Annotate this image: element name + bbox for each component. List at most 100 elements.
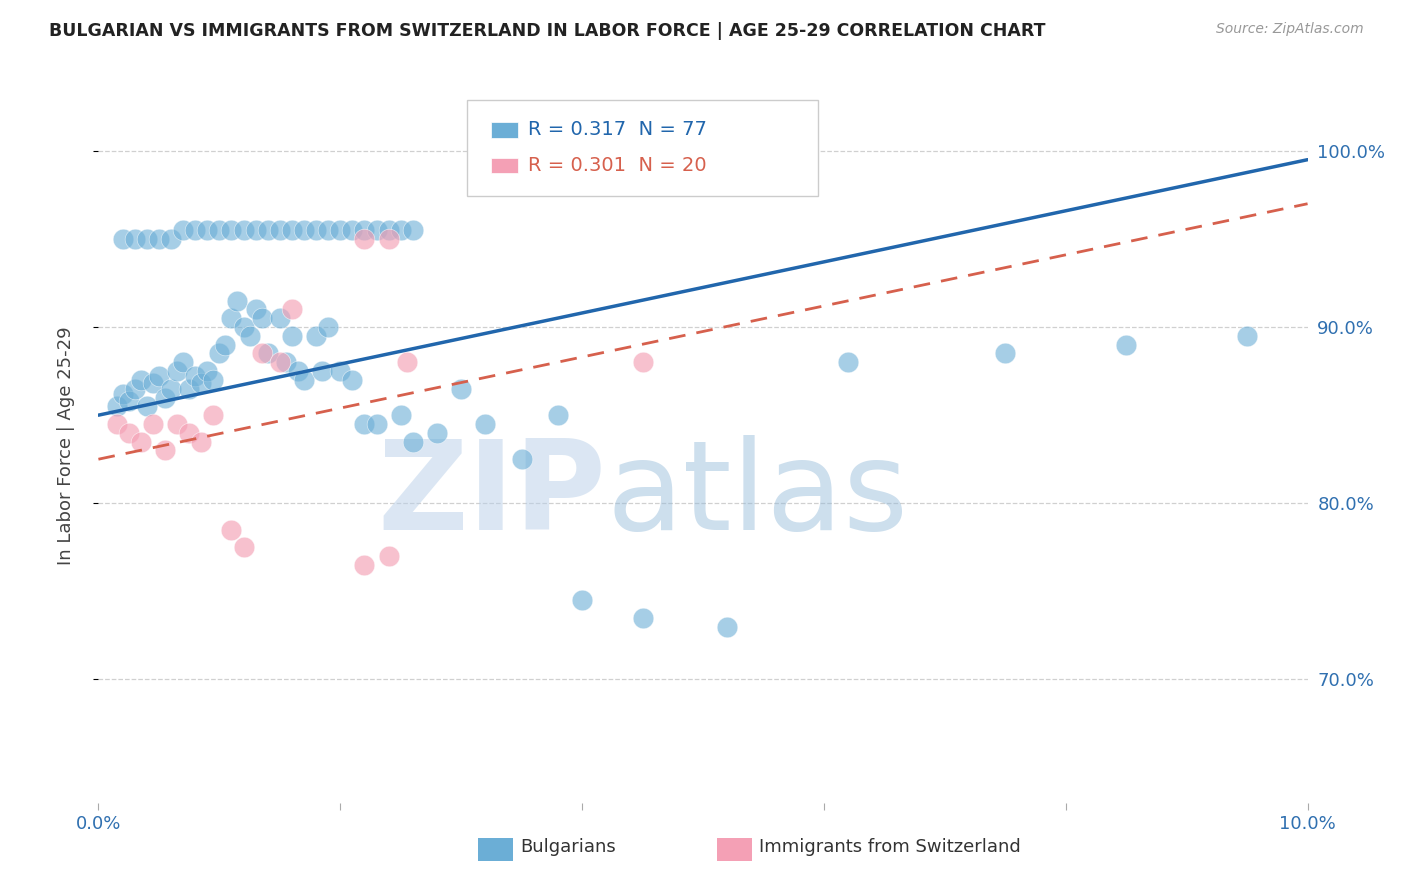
Point [353, 223, 375, 237]
Point [111, 387, 134, 401]
Point [402, 434, 425, 449]
Point [221, 223, 243, 237]
Point [250, 311, 273, 326]
Point [311, 364, 333, 378]
Point [631, 355, 654, 369]
Point [239, 329, 262, 343]
FancyBboxPatch shape [492, 122, 517, 137]
Point [353, 417, 375, 431]
Point [184, 369, 207, 384]
Point [305, 223, 328, 237]
Point [226, 293, 249, 308]
Point [166, 364, 188, 378]
Point [202, 408, 225, 422]
Point [221, 523, 243, 537]
Point [232, 320, 254, 334]
Point [716, 619, 738, 633]
Point [474, 417, 496, 431]
Point [153, 391, 176, 405]
Point [129, 373, 152, 387]
Text: R = 0.301  N = 20: R = 0.301 N = 20 [527, 156, 706, 175]
Point [166, 417, 188, 431]
Point [366, 417, 388, 431]
Point [245, 223, 267, 237]
Point [395, 355, 418, 369]
Point [389, 223, 412, 237]
Point [190, 434, 212, 449]
Point [179, 382, 201, 396]
Point [135, 232, 157, 246]
Point [256, 223, 278, 237]
Point [281, 223, 304, 237]
Text: ZIP: ZIP [378, 435, 606, 557]
Point [287, 364, 309, 378]
Point [292, 373, 315, 387]
Point [142, 376, 165, 391]
Point [172, 223, 194, 237]
Point [214, 337, 236, 351]
Point [377, 549, 399, 563]
Point [160, 382, 183, 396]
Point [250, 346, 273, 360]
Point [329, 364, 352, 378]
Point [377, 232, 399, 246]
FancyBboxPatch shape [492, 158, 517, 173]
Point [316, 320, 339, 334]
Point [129, 434, 152, 449]
Point [105, 400, 128, 414]
Point [232, 223, 254, 237]
Text: Immigrants from Switzerland: Immigrants from Switzerland [759, 838, 1021, 856]
Point [111, 232, 134, 246]
Point [135, 400, 157, 414]
FancyBboxPatch shape [467, 100, 818, 196]
Point [377, 223, 399, 237]
Point [366, 223, 388, 237]
Point [118, 425, 141, 440]
Point [1236, 329, 1258, 343]
Point [202, 373, 225, 387]
Point [316, 223, 339, 237]
Point [571, 593, 593, 607]
Point [179, 425, 201, 440]
Point [105, 417, 128, 431]
Point [994, 346, 1017, 360]
Point [232, 541, 254, 555]
Point [172, 355, 194, 369]
Point [281, 302, 304, 317]
Point [305, 329, 328, 343]
Text: R = 0.317  N = 77: R = 0.317 N = 77 [527, 120, 707, 139]
Point [274, 355, 297, 369]
Point [124, 232, 146, 246]
Point [389, 408, 412, 422]
Point [329, 223, 352, 237]
Point [148, 369, 170, 384]
Point [837, 355, 859, 369]
Point [124, 382, 146, 396]
Point [269, 311, 291, 326]
Point [269, 355, 291, 369]
Point [195, 223, 218, 237]
Point [153, 443, 176, 458]
Point [1115, 337, 1137, 351]
Text: Bulgarians: Bulgarians [520, 838, 616, 856]
Point [190, 376, 212, 391]
Point [426, 425, 449, 440]
Y-axis label: In Labor Force | Age 25-29: In Labor Force | Age 25-29 [56, 326, 75, 566]
Point [142, 417, 165, 431]
Point [221, 311, 243, 326]
Point [281, 329, 304, 343]
Point [269, 223, 291, 237]
Point [160, 232, 183, 246]
Point [195, 364, 218, 378]
Point [292, 223, 315, 237]
Point [450, 382, 472, 396]
Point [118, 394, 141, 409]
Point [353, 232, 375, 246]
Point [402, 223, 425, 237]
Point [184, 223, 207, 237]
Text: BULGARIAN VS IMMIGRANTS FROM SWITZERLAND IN LABOR FORCE | AGE 25-29 CORRELATION : BULGARIAN VS IMMIGRANTS FROM SWITZERLAND… [49, 22, 1046, 40]
Point [353, 558, 375, 572]
Point [208, 223, 231, 237]
Point [208, 346, 231, 360]
Point [631, 611, 654, 625]
